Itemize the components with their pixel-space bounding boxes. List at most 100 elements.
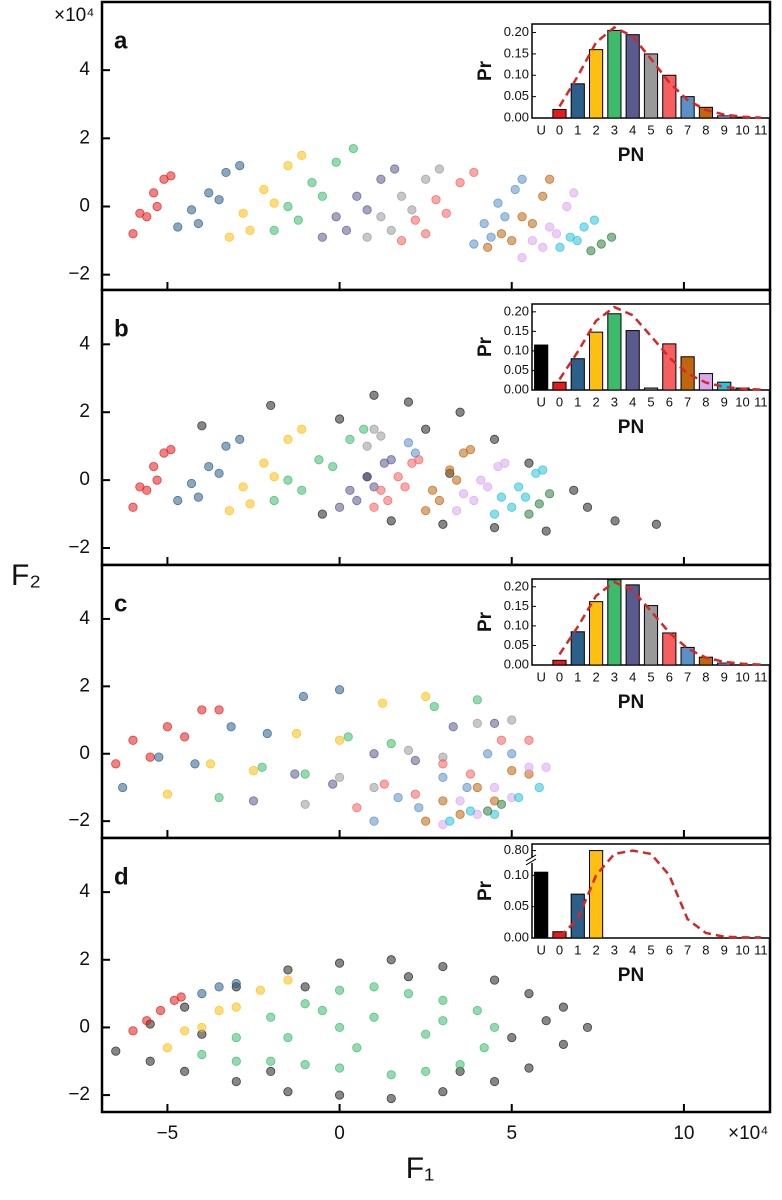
- point: [176, 992, 186, 1002]
- point: [297, 424, 307, 434]
- inset-x-tick-label: 9: [721, 669, 728, 684]
- point: [438, 772, 448, 782]
- point: [438, 1087, 448, 1097]
- point: [283, 434, 293, 444]
- point: [214, 705, 224, 715]
- y-axis-label: F₂: [11, 559, 41, 592]
- point: [458, 489, 469, 499]
- point: [328, 461, 338, 472]
- point: [331, 212, 341, 222]
- point: [300, 1060, 310, 1070]
- point: [386, 1070, 396, 1080]
- inset-y-label: Pr: [475, 611, 496, 632]
- point: [376, 174, 386, 184]
- point: [517, 212, 527, 222]
- inset-x-tick-label: 7: [684, 394, 691, 409]
- point: [396, 235, 407, 246]
- point: [541, 762, 551, 772]
- inset-y-tick-label: 0.00: [504, 381, 529, 396]
- point: [259, 458, 269, 468]
- point: [314, 455, 324, 465]
- bar: [625, 330, 640, 391]
- point: [257, 762, 267, 772]
- bar: [662, 74, 677, 119]
- point: [410, 215, 420, 225]
- point: [334, 735, 345, 745]
- point: [396, 191, 407, 201]
- point: [166, 444, 176, 455]
- point: [291, 728, 302, 739]
- point: [386, 739, 396, 749]
- point: [421, 506, 431, 516]
- point: [534, 782, 544, 793]
- point: [455, 178, 465, 188]
- point: [348, 143, 358, 154]
- point: [180, 1026, 190, 1036]
- point: [262, 728, 272, 739]
- bar: [680, 96, 695, 119]
- bar: [552, 931, 567, 939]
- point: [421, 229, 431, 239]
- point: [421, 691, 431, 702]
- point: [362, 472, 372, 482]
- point: [538, 191, 548, 201]
- point: [379, 779, 389, 789]
- x-multiplier: ×10⁴: [728, 1123, 768, 1144]
- point: [489, 523, 500, 533]
- point: [155, 1005, 166, 1016]
- inset-x-tick-label: U: [536, 394, 545, 409]
- point: [569, 485, 579, 495]
- point: [452, 506, 462, 516]
- point: [582, 1022, 593, 1033]
- point: [496, 799, 507, 809]
- point: [462, 782, 472, 793]
- bar: [588, 331, 604, 391]
- point: [483, 749, 493, 759]
- inset-x-label: PN: [618, 692, 644, 713]
- point: [214, 1005, 224, 1016]
- point: [283, 1032, 293, 1043]
- point: [341, 225, 352, 235]
- point: [507, 749, 517, 759]
- point: [297, 485, 307, 495]
- point: [334, 1063, 345, 1073]
- point: [197, 1049, 207, 1060]
- inset-x-tick-label: 3: [611, 122, 618, 137]
- point: [607, 232, 617, 242]
- point: [376, 431, 386, 441]
- inset-x-label: PN: [618, 417, 644, 438]
- point: [352, 1043, 362, 1053]
- point: [317, 509, 327, 519]
- point: [162, 789, 173, 799]
- point: [489, 509, 500, 519]
- fit-curve: [558, 25, 761, 119]
- inset-x-tick-label: 0: [556, 669, 563, 684]
- point: [317, 1005, 327, 1016]
- inset-x-tick-label: 3: [611, 394, 618, 409]
- point: [362, 232, 372, 242]
- bar: [570, 358, 585, 391]
- point: [510, 184, 520, 195]
- inset-x-tick-label: 8: [702, 942, 709, 957]
- point: [369, 390, 379, 400]
- point: [438, 759, 448, 769]
- point: [507, 502, 517, 512]
- bar: [607, 313, 622, 391]
- point: [369, 982, 379, 992]
- point: [345, 485, 355, 495]
- point: [386, 955, 396, 965]
- point: [483, 806, 493, 816]
- point: [173, 495, 183, 506]
- point: [479, 218, 489, 229]
- y-tick-label: 2: [79, 675, 90, 696]
- point: [142, 485, 152, 495]
- point: [224, 506, 235, 516]
- point: [610, 516, 620, 526]
- point: [245, 225, 255, 235]
- point: [283, 201, 293, 212]
- point: [197, 989, 207, 999]
- point: [221, 441, 231, 451]
- point: [245, 499, 255, 509]
- point: [334, 414, 345, 424]
- y-tick-label: −2: [68, 264, 90, 285]
